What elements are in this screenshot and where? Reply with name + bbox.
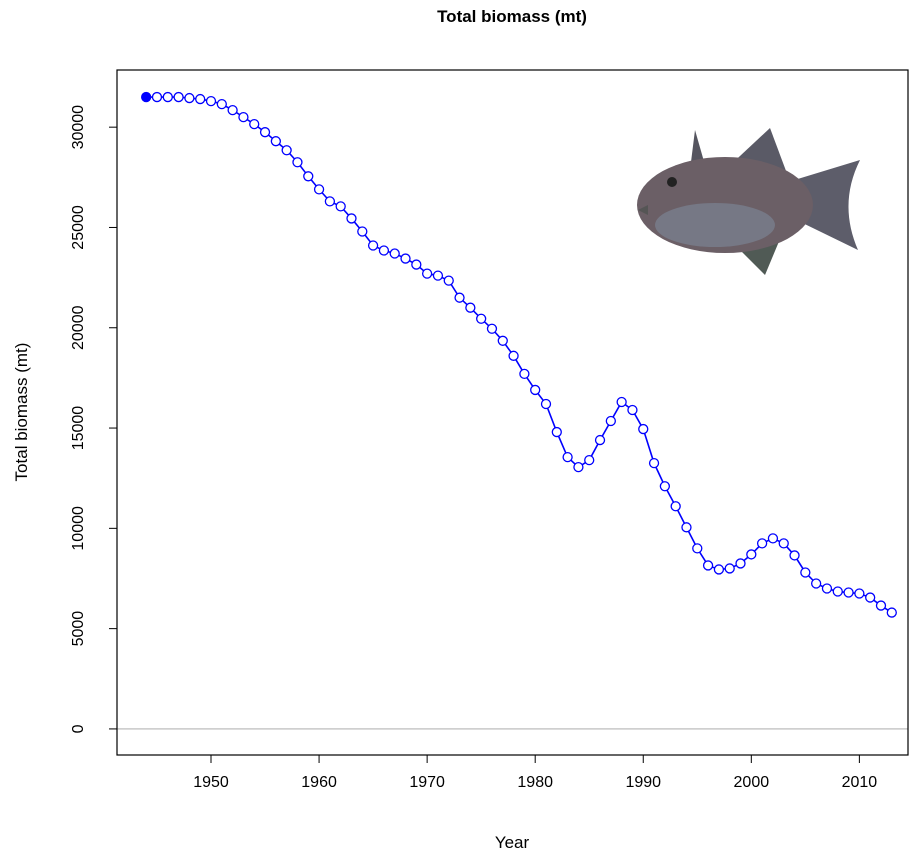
data-point <box>844 588 853 597</box>
y-tick-label: 0 <box>70 724 87 733</box>
data-point <box>196 95 205 104</box>
data-point <box>347 214 356 223</box>
x-tick-label: 1960 <box>301 774 337 791</box>
data-point <box>228 106 237 115</box>
data-point <box>768 534 777 543</box>
data-point <box>617 397 626 406</box>
data-point <box>401 254 410 263</box>
data-point <box>812 579 821 588</box>
data-point <box>390 249 399 258</box>
data-point <box>639 425 648 434</box>
data-point <box>747 550 756 559</box>
data-point <box>714 565 723 574</box>
data-point <box>822 584 831 593</box>
data-point <box>725 564 734 573</box>
data-point <box>369 241 378 250</box>
data-point <box>412 260 421 269</box>
data-point <box>174 93 183 102</box>
data-point <box>358 227 367 236</box>
data-point <box>217 100 226 109</box>
data-point <box>887 608 896 617</box>
x-tick-label: 2010 <box>842 774 878 791</box>
data-point <box>250 120 259 129</box>
data-point <box>596 436 605 445</box>
data-point <box>207 97 216 106</box>
data-point <box>163 93 172 102</box>
data-point <box>509 351 518 360</box>
data-point <box>693 544 702 553</box>
data-point <box>855 589 864 598</box>
data-point <box>704 561 713 570</box>
x-tick-label: 1970 <box>409 774 445 791</box>
y-tick-label: 15000 <box>70 406 87 451</box>
x-tick-label: 1950 <box>193 774 229 791</box>
y-axis-label: Total biomass (mt) <box>12 343 31 482</box>
x-tick-label: 2000 <box>734 774 770 791</box>
data-point <box>758 539 767 548</box>
data-point <box>239 113 248 122</box>
chart: Total biomass (mt) Year Total biomass (m… <box>0 0 909 858</box>
data-point <box>444 276 453 285</box>
data-point <box>866 593 875 602</box>
data-point <box>585 456 594 465</box>
y-tick-label: 10000 <box>70 506 87 551</box>
data-point <box>315 185 324 194</box>
data-point <box>650 459 659 468</box>
data-point <box>833 587 842 596</box>
data-point <box>660 482 669 491</box>
data-point <box>379 246 388 255</box>
data-point <box>574 463 583 472</box>
data-point <box>552 428 561 437</box>
data-point <box>790 551 799 560</box>
data-point <box>520 369 529 378</box>
y-tick-label: 25000 <box>70 205 87 250</box>
data-point <box>304 172 313 181</box>
data-point <box>563 453 572 462</box>
data-point <box>185 94 194 103</box>
data-point <box>477 314 486 323</box>
x-tick-label: 1990 <box>625 774 661 791</box>
data-point <box>271 137 280 146</box>
data-point <box>628 405 637 414</box>
data-point <box>541 399 550 408</box>
chart-title: Total biomass (mt) <box>437 7 587 26</box>
data-point <box>433 271 442 280</box>
data-point <box>736 559 745 568</box>
data-point <box>466 303 475 312</box>
y-tick-label: 5000 <box>70 611 87 647</box>
data-point <box>498 336 507 345</box>
data-point <box>487 324 496 333</box>
data-point <box>261 128 270 137</box>
data-point <box>455 293 464 302</box>
y-tick-label: 30000 <box>70 105 87 150</box>
y-tick-label: 20000 <box>70 305 87 350</box>
data-point <box>671 502 680 511</box>
data-point <box>325 197 334 206</box>
data-point <box>293 158 302 167</box>
fish-illustration <box>637 128 860 275</box>
data-point <box>606 417 615 426</box>
data-point <box>779 539 788 548</box>
data-point <box>531 385 540 394</box>
data-point <box>282 146 291 155</box>
x-tick-label: 1980 <box>517 774 553 791</box>
x-axis-label: Year <box>495 833 530 852</box>
data-point <box>876 601 885 610</box>
data-point <box>423 269 432 278</box>
data-point <box>336 202 345 211</box>
data-point <box>682 523 691 532</box>
data-point <box>142 93 151 102</box>
data-point <box>801 568 810 577</box>
data-point <box>152 93 161 102</box>
